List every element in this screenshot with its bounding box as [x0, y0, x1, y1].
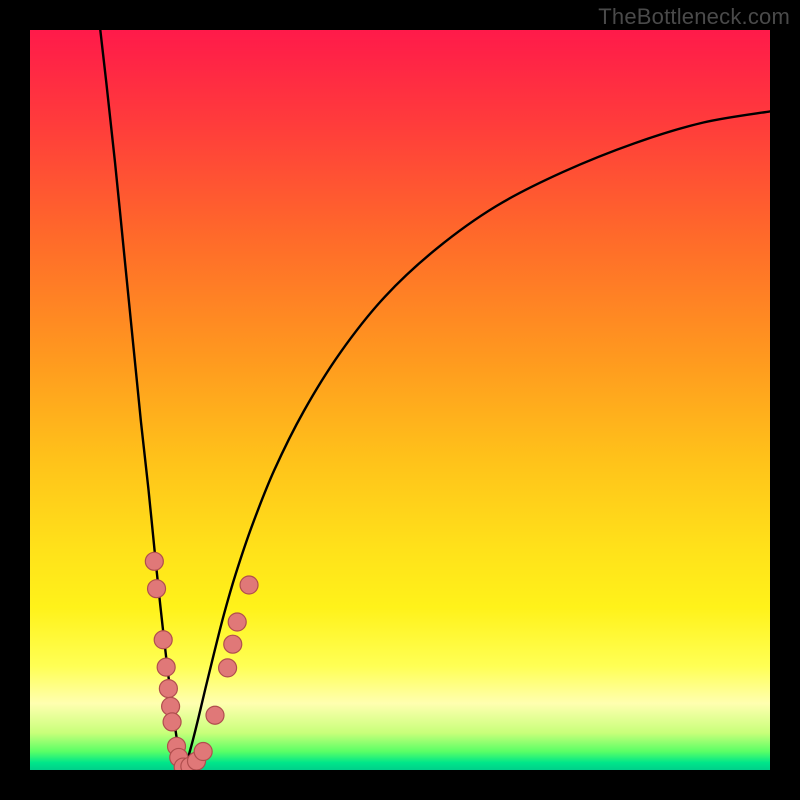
data-marker: [206, 706, 224, 724]
data-marker: [228, 613, 246, 631]
bottleneck-chart: [0, 0, 800, 800]
data-marker: [148, 580, 166, 598]
gradient-background: [30, 30, 770, 770]
data-marker: [163, 713, 181, 731]
data-marker: [154, 631, 172, 649]
data-marker: [219, 659, 237, 677]
data-marker: [157, 658, 175, 676]
data-marker: [240, 576, 258, 594]
data-marker: [194, 743, 212, 761]
data-marker: [159, 680, 177, 698]
figure-frame: TheBottleneck.com: [0, 0, 800, 800]
data-marker: [224, 635, 242, 653]
data-marker: [145, 552, 163, 570]
